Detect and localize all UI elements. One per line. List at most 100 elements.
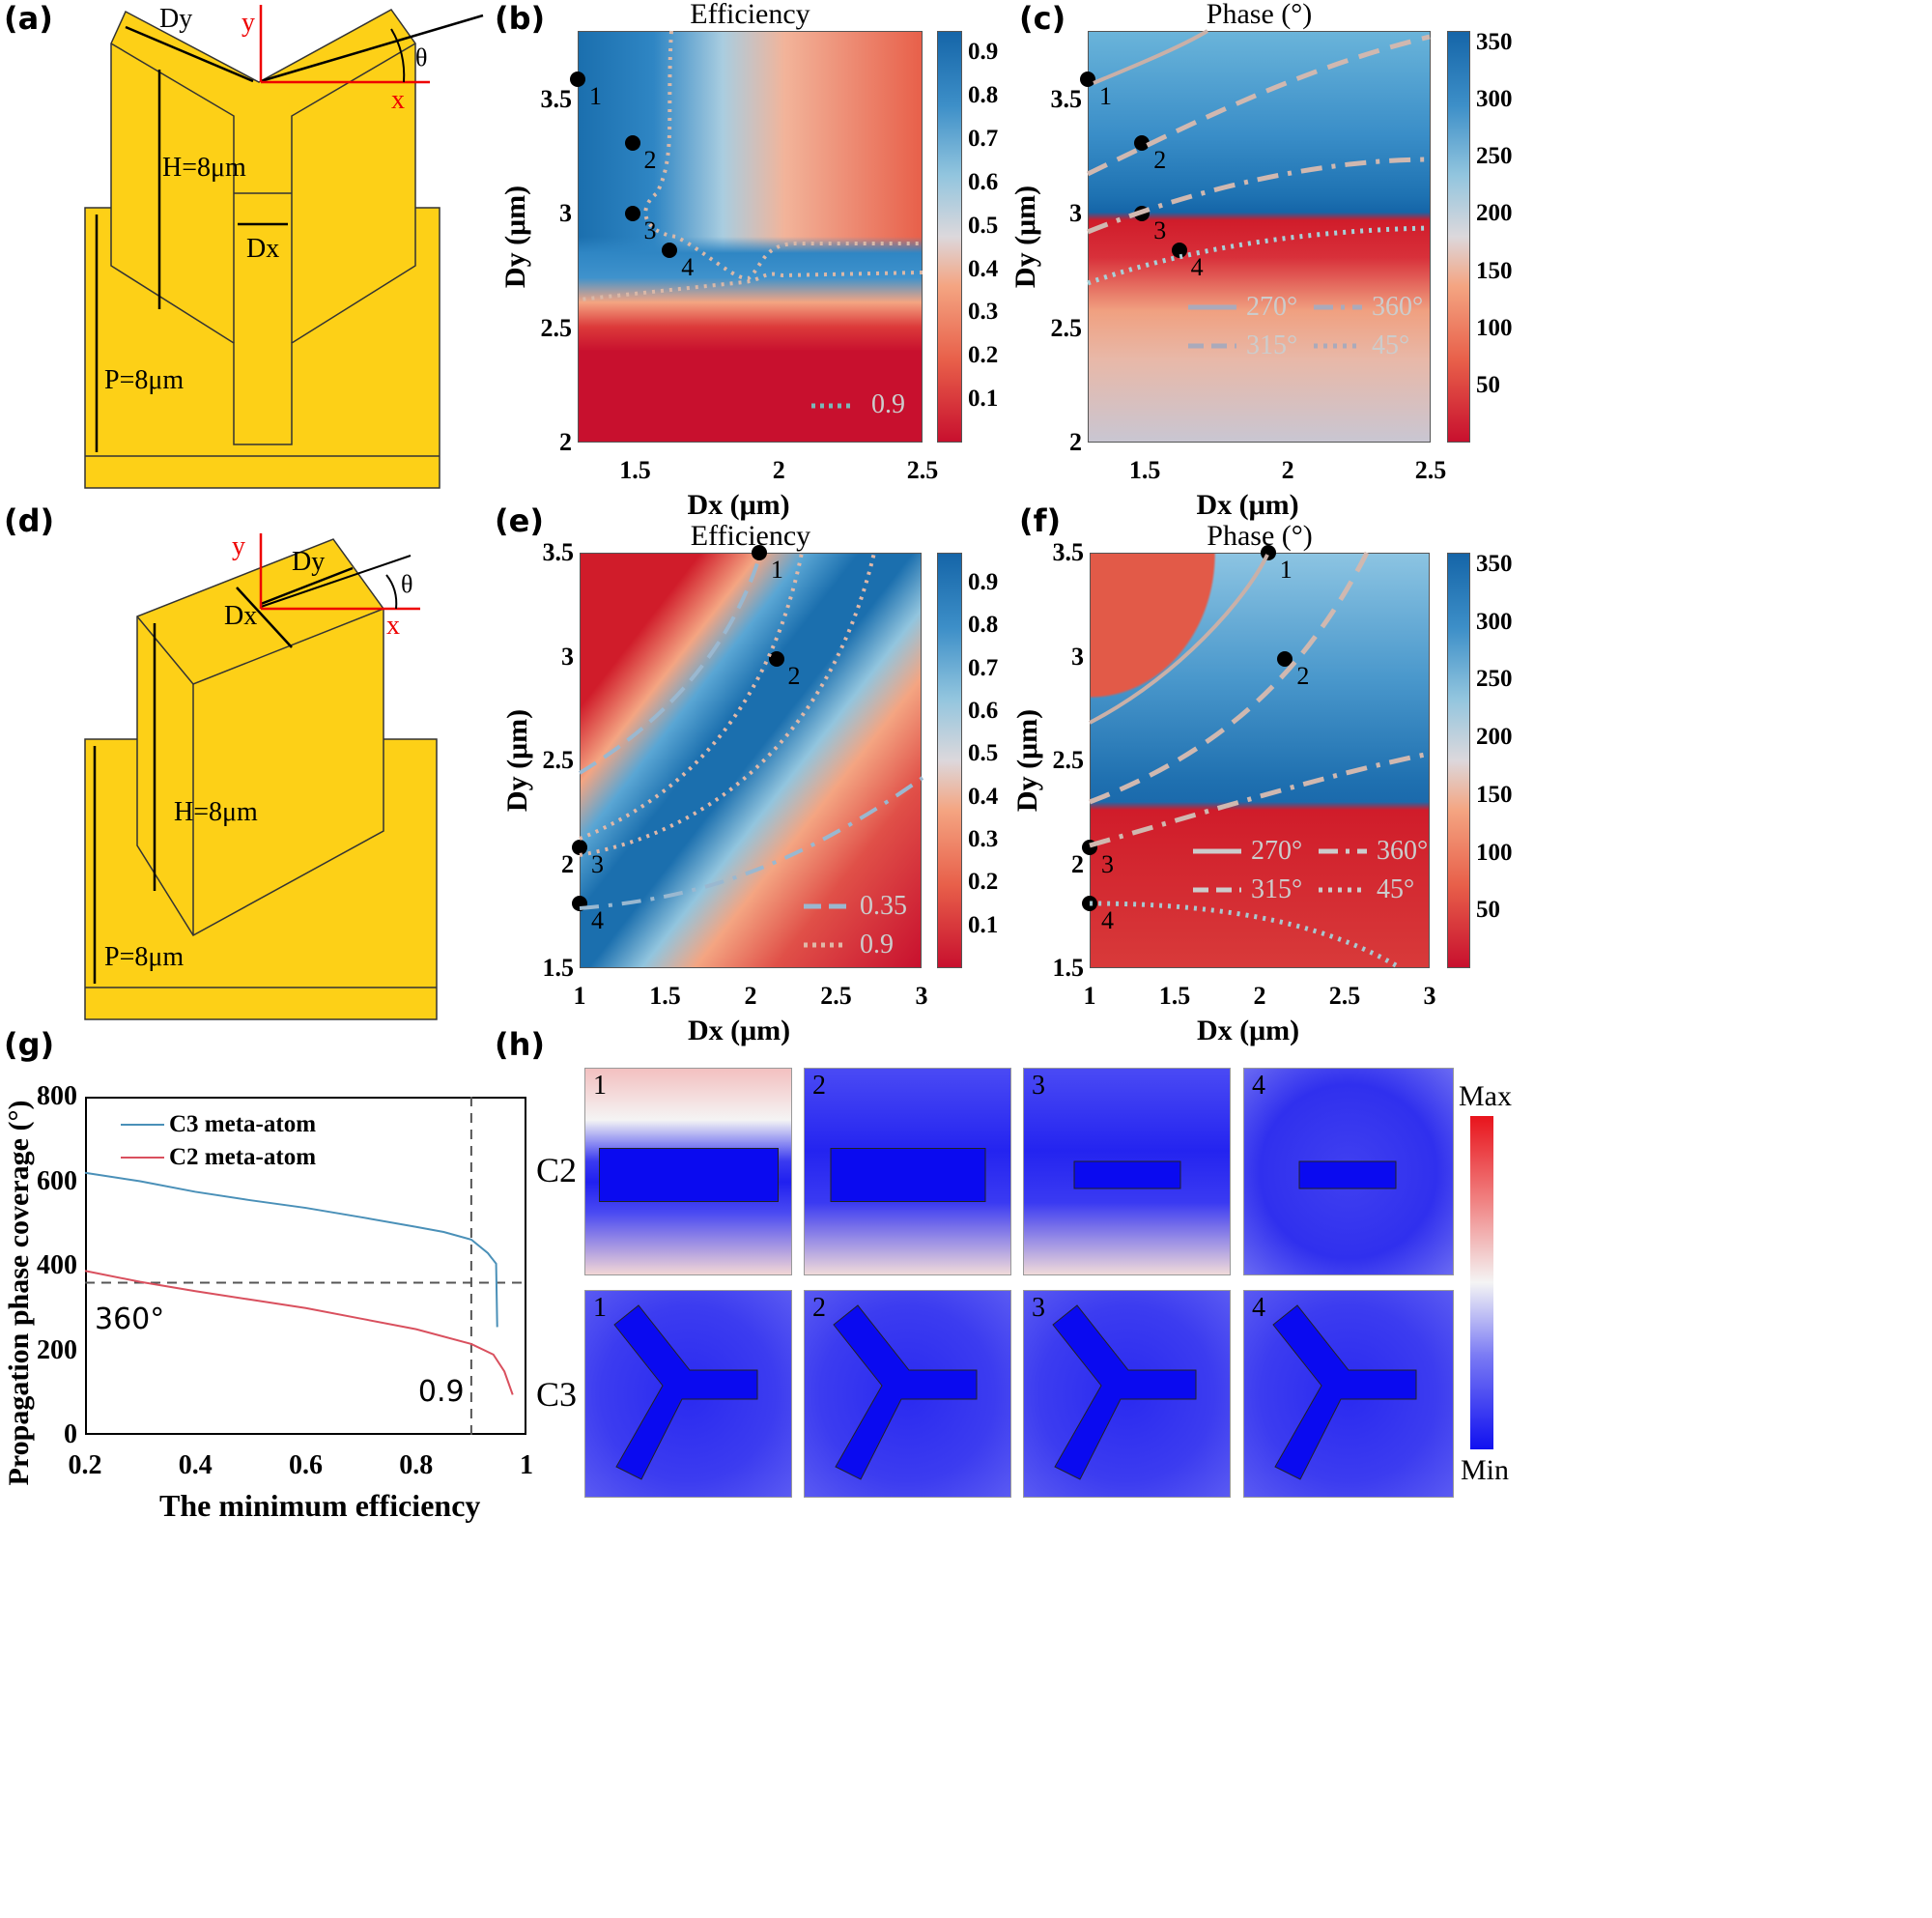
field-map-panel: 4 — [1243, 1290, 1454, 1498]
panel-label-d: (d) — [4, 502, 55, 539]
colorbar-tick-label: 0.1 — [968, 911, 999, 938]
row-label-c2: C2 — [536, 1151, 578, 1189]
marker-point — [768, 650, 784, 667]
colorbar-max-label: Max — [1459, 1080, 1512, 1112]
x-tick-label: 1 — [1083, 982, 1096, 1010]
y-axis-label: y — [242, 8, 255, 38]
colorbar — [937, 31, 962, 443]
marker-label: 2 — [787, 661, 801, 690]
marker-label: 4 — [1190, 253, 1204, 282]
colorbar-min-label: Min — [1461, 1454, 1510, 1486]
marker-point — [572, 840, 587, 856]
x-tick-label: 1.5 — [1158, 982, 1191, 1010]
x-tick-label: 0.2 — [68, 1450, 102, 1480]
y-tick-label: 2 — [1069, 428, 1082, 456]
legend-label-45: 45° — [1372, 330, 1410, 360]
colorbar-tick-label: 150 — [1476, 257, 1513, 284]
contour-45-c — [1087, 225, 1431, 286]
y-tick-label: 2.5 — [542, 746, 575, 774]
field-map-index: 3 — [1032, 1293, 1045, 1323]
contour-0.35-e — [578, 554, 762, 775]
colorbar — [1447, 31, 1470, 443]
bar-resonator — [1298, 1160, 1397, 1189]
legend-label: C2 meta-atom — [169, 1144, 317, 1170]
field-map-panel: 2 — [804, 1290, 1011, 1498]
contour-315-c — [1086, 34, 1431, 177]
dy-label: Dy — [292, 547, 326, 577]
panel-label-a: (a) — [4, 0, 53, 37]
marker-label: 3 — [1153, 216, 1167, 245]
y-tick-label: 2.5 — [540, 313, 573, 342]
y-tick-label: 3 — [561, 642, 574, 671]
marker-label: 3 — [1101, 850, 1114, 879]
contour-lines — [578, 29, 1431, 971]
marker-point — [662, 243, 678, 259]
contour-360-c — [1087, 157, 1431, 235]
field-map-panel: 2 — [804, 1068, 1011, 1275]
panel-label-f: (f) — [1019, 502, 1062, 539]
panel-label-g: (g) — [4, 1026, 55, 1063]
x-tick-label: 2 — [1253, 982, 1266, 1010]
y-axis-label: y — [232, 531, 245, 561]
panel-label-b: (b) — [495, 0, 546, 37]
contour-360-f — [1089, 751, 1431, 848]
x-axis-label: Dx (μm) — [1196, 489, 1299, 521]
field-map-index: 1 — [593, 1071, 607, 1101]
c2-meta-atom-diagram — [84, 533, 438, 1020]
field-map-index: 1 — [593, 1293, 607, 1323]
y-tick-label: 3.5 — [542, 538, 575, 566]
x-axis-label: Dx (μm) — [1197, 1015, 1300, 1046]
y-tick-label: 2 — [561, 849, 574, 878]
colorbar-tick-label: 300 — [1476, 608, 1513, 635]
x-tick-label: 2.5 — [820, 982, 852, 1010]
bar-resonator — [1073, 1160, 1181, 1189]
marker-point — [1171, 243, 1187, 259]
marker-label: 3 — [591, 850, 604, 879]
x-tick-label: 1.5 — [619, 456, 651, 484]
marker-label: 2 — [1153, 145, 1167, 174]
y-tick-label: 1.5 — [1052, 954, 1085, 982]
colorbar-tick-label: 0.7 — [968, 654, 999, 681]
legend-label-360: 360° — [1372, 292, 1424, 322]
heatmap-area — [1088, 31, 1431, 443]
field-map-panel: 4 — [1243, 1068, 1454, 1275]
y-tick-label: 800 — [37, 1081, 77, 1111]
colorbar-tick-label: 350 — [1476, 550, 1513, 577]
theta-label: θ — [401, 570, 413, 598]
field-map-index: 4 — [1252, 1071, 1265, 1101]
y-tick-label: 2.5 — [1050, 313, 1083, 342]
field-map-panel: 1 — [584, 1290, 792, 1498]
x-axis-label: x — [391, 85, 405, 115]
dy-label: Dy — [159, 4, 193, 34]
legend-label-360: 360° — [1377, 836, 1429, 866]
legend-swatches-c — [1188, 304, 1362, 349]
plot-title: Phase (°) — [1207, 520, 1313, 552]
x-axis-label: Dx (μm) — [687, 489, 790, 521]
marker-label: 2 — [643, 145, 657, 174]
plot-area — [85, 1097, 526, 1435]
marker-point — [570, 71, 585, 87]
field-map-index: 2 — [812, 1071, 826, 1101]
y-shaped-resonator — [1272, 1304, 1417, 1480]
legend-label-315: 315° — [1251, 874, 1303, 904]
x-tick-label: 2.5 — [1414, 456, 1447, 484]
legend-swatch-0.9 — [811, 403, 855, 409]
contour-45-f — [1089, 901, 1403, 971]
row-label-c3: C3 — [536, 1375, 578, 1414]
colorbar-tick-label: 0.3 — [968, 826, 999, 852]
series-line-c3 — [84, 1171, 498, 1328]
x-axis-label: Dx (μm) — [688, 1015, 791, 1046]
y-tick-label: 3.5 — [1052, 538, 1085, 566]
colorbar-tick-label: 0.5 — [968, 212, 999, 239]
height-label: H=8μm — [162, 153, 246, 183]
colorbar-tick-label: 0.3 — [968, 299, 999, 326]
marker-label: 3 — [643, 216, 657, 245]
colorbar-tick-label: 0.9 — [968, 39, 999, 66]
colorbar-tick-label: 0.8 — [968, 612, 999, 639]
colorbar-tick-label: 50 — [1476, 897, 1500, 924]
colorbar-tick-label: 0.9 — [968, 569, 999, 596]
legend-label-315: 315° — [1246, 330, 1298, 360]
theta-label: θ — [415, 43, 428, 72]
contour-0.9-e-lower — [579, 552, 876, 857]
